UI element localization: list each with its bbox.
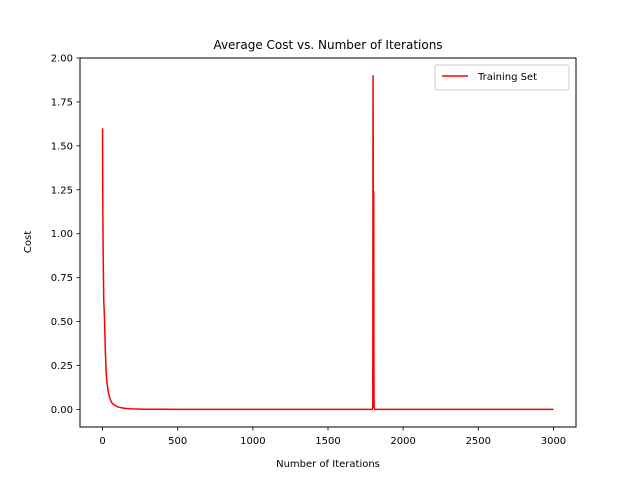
y-tick-label: 0.50 <box>51 317 73 328</box>
y-axis-title: Cost <box>23 231 34 253</box>
y-tick-label: 2.00 <box>51 54 73 65</box>
x-tick-label: 2000 <box>390 436 415 447</box>
series-layer <box>101 74 554 411</box>
x-tick-label: 2500 <box>466 436 491 447</box>
x-tick-label: 1000 <box>240 436 265 447</box>
x-tick-label: 500 <box>168 436 187 447</box>
y-tick-label: 0.75 <box>51 273 73 284</box>
y-tick-label: 1.50 <box>51 141 73 152</box>
x-tick-label: 3000 <box>541 436 566 447</box>
chart-title: Average Cost vs. Number of Iterations <box>213 38 442 52</box>
x-tick-label: 1500 <box>315 436 340 447</box>
legend-box <box>434 64 570 91</box>
y-tick-label: 1.00 <box>51 229 73 240</box>
legend: Training Set <box>434 64 570 91</box>
x-tick-label: 0 <box>99 436 105 447</box>
y-axis-ticks: 0.00 0.25 0.50 0.75 1.00 1.25 1.50 1.75 2.00 <box>51 54 80 416</box>
y-tick-label: 1.75 <box>51 97 73 108</box>
y-tick-label: 0.00 <box>51 405 73 416</box>
legend-label: Training Set <box>477 72 537 83</box>
series-line-training-set <box>101 74 554 411</box>
x-axis-ticks: 0 500 1000 1500 2000 2500 3000 <box>99 427 566 447</box>
y-tick-label: 0.25 <box>51 361 73 372</box>
y-tick-label: 1.25 <box>51 185 73 196</box>
x-axis-title: Number of Iterations <box>276 459 380 470</box>
